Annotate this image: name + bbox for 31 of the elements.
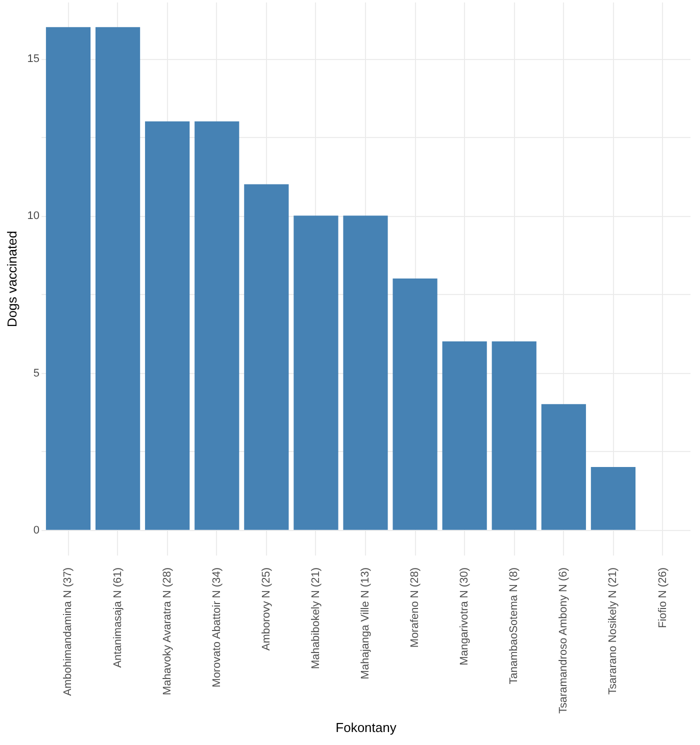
- y-tick-label: 15: [27, 53, 40, 66]
- x-tick-label: Mahabibokely N (21): [310, 568, 322, 669]
- x-tick-label: Amborovy N (25): [260, 568, 272, 651]
- bar: [145, 121, 190, 530]
- bar: [194, 121, 240, 530]
- bar: [492, 341, 536, 530]
- x-tick-label: Antanimasaja N (61): [112, 568, 124, 668]
- x-tick-label: Morafeno N (28): [409, 568, 422, 648]
- bar: [590, 467, 636, 530]
- bar: [343, 216, 388, 530]
- bar: [392, 278, 438, 530]
- y-tick-label: 10: [27, 210, 40, 222]
- y-tick-label: 5: [33, 367, 40, 380]
- x-tick-label: Mahavoky Avaratra N (28): [161, 568, 174, 696]
- bar: [244, 184, 289, 530]
- x-tick-label: Mangarivotra N (30): [458, 568, 471, 666]
- x-tick-label: Fiofio N (26): [656, 568, 669, 628]
- bar: [294, 216, 338, 530]
- x-tick-label: Ambohimandamina N (37): [62, 568, 74, 696]
- bar: [95, 27, 140, 530]
- y-tick-label: 0: [33, 524, 40, 536]
- x-tick-label: Morovato Abattoir N (34): [210, 568, 223, 688]
- x-axis-title: Fokontany: [336, 720, 397, 736]
- x-tick-label: Tsaramandroso Ambony N (6): [558, 568, 570, 714]
- x-tick-label: Tsararano Nosikely N (21): [607, 568, 620, 695]
- bar: [442, 341, 487, 530]
- x-tick-label: Mahajanga Ville N (13): [360, 568, 372, 680]
- bar: [541, 404, 586, 530]
- bar: [46, 27, 91, 530]
- y-axis-title: Dogs vaccinated: [4, 230, 20, 328]
- x-tick-label: TanambaoSotema N (8): [508, 568, 520, 684]
